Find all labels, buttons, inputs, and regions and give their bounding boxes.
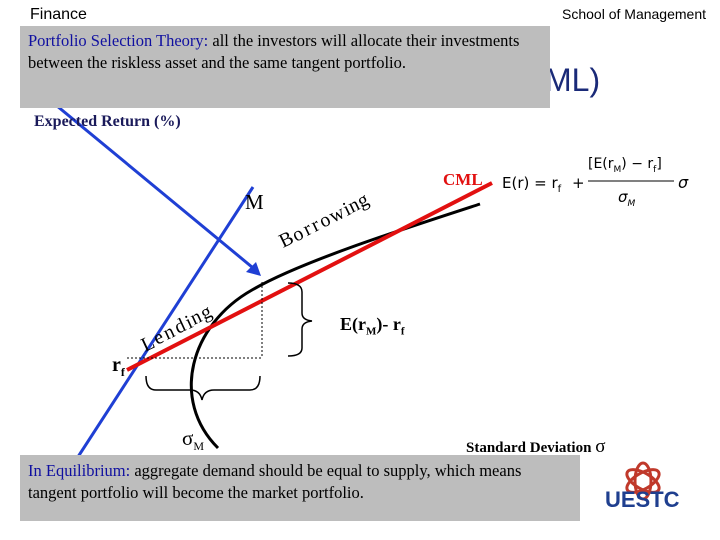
formula-plus: + — [572, 174, 585, 192]
equilibrium-note: In Equilibrium: aggregate demand should … — [20, 455, 580, 521]
y-axis-label: Expected Return (%) — [34, 113, 181, 130]
note-body: aggregate demand should be equal to supp… — [28, 461, 522, 502]
formula-trailing-sigma: σ — [678, 173, 689, 192]
sigma-m-label: σM — [182, 426, 204, 454]
cml-line — [126, 181, 493, 372]
formula-lhs: E(r) = rf — [502, 174, 562, 195]
slide-title-fragment: ML) — [545, 62, 601, 98]
sigma-brace — [145, 375, 261, 401]
cml-label: CML — [443, 170, 483, 189]
header-finance: Finance — [30, 6, 87, 23]
uestc-logo: UESTC — [605, 461, 680, 512]
logo-text: UESTC — [605, 487, 680, 512]
portfolio-selection-note: Portfolio Selection Theory: all the inve… — [20, 26, 550, 108]
formula-denominator: σM — [618, 188, 636, 209]
header-school: School of Management — [562, 6, 706, 22]
x-axis-label: Standard Deviation σ — [466, 436, 606, 457]
inefficient-line — [27, 80, 259, 274]
formula-numerator: [E(rM) − rf] — [588, 156, 662, 175]
note-highlight: Portfolio Selection Theory: — [28, 31, 209, 50]
rf-label: rf — [112, 354, 125, 379]
efficient-frontier-curve — [189, 202, 481, 450]
risk-premium-label: E(rM)- rf — [340, 314, 405, 338]
note-highlight: In Equilibrium: — [28, 461, 131, 480]
note-body: all the investors will allocate their in… — [28, 31, 520, 72]
premium-brace — [287, 282, 313, 357]
point-m-label: M — [245, 190, 264, 214]
arrow-head — [246, 262, 261, 276]
